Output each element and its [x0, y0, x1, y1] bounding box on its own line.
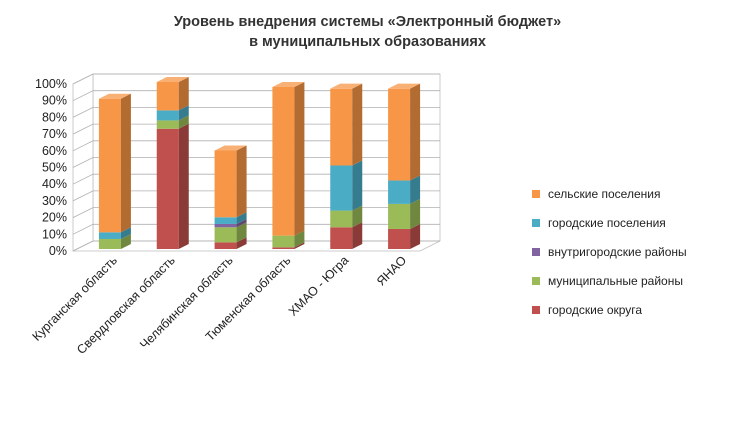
gridline — [72, 123, 440, 135]
bar-segment — [98, 232, 121, 239]
bar-top — [330, 83, 363, 89]
bar-segment — [272, 235, 295, 248]
bar-segment — [156, 82, 179, 111]
bar-segment-side — [352, 160, 363, 211]
chart-title-line-2: в муниципальных образованиях — [249, 34, 486, 50]
bar-segment-side — [236, 222, 247, 243]
bar-segment-side — [120, 93, 131, 233]
legend-label: городские поселения — [548, 216, 666, 230]
gridline — [72, 140, 440, 152]
legend-item: муниципальные районы — [532, 273, 683, 289]
legend-label: сельские поселения — [548, 187, 661, 201]
bar-top — [156, 77, 189, 82]
gridline — [72, 173, 440, 185]
gridline — [72, 157, 440, 168]
y-tick-label: 90% — [42, 94, 67, 108]
bar-segment — [388, 88, 411, 181]
bar-segment — [330, 227, 353, 249]
legend-item: сельские поселения — [532, 186, 660, 202]
bar-segment-side — [178, 123, 189, 249]
y-tick-label: 0% — [49, 244, 67, 258]
legend-label: муниципальные районы — [548, 274, 683, 288]
bar-segment — [388, 228, 411, 249]
y-tick-label: 50% — [42, 161, 67, 175]
bar-segment-side — [410, 175, 421, 204]
gridline — [72, 90, 440, 102]
bar-segment — [388, 180, 411, 204]
gridline — [72, 107, 440, 118]
bar-segment-side — [178, 105, 189, 121]
x-tick-label: ХМАО - Югра — [286, 253, 352, 319]
bar-segment — [214, 217, 237, 224]
bar-segment-side — [352, 205, 363, 228]
bar-segment — [156, 110, 179, 121]
bar-segment — [214, 227, 237, 243]
bar-segment — [156, 128, 179, 249]
legend-swatch — [532, 306, 540, 314]
x-tick-label: Свердловская область — [74, 253, 178, 357]
y-tick-label: 70% — [42, 127, 67, 141]
x-tick-label: ЯНАО — [374, 253, 409, 288]
legend-swatch — [532, 190, 540, 198]
bar-segment — [272, 247, 295, 249]
y-tick-label: 30% — [42, 194, 67, 208]
y-tick-label: 80% — [42, 110, 67, 124]
y-tick-label: 10% — [42, 227, 67, 241]
legend-swatch — [532, 248, 540, 256]
bar-segment — [98, 238, 121, 249]
legend-item: внутригородские районы — [532, 244, 687, 260]
bar-segment — [214, 150, 237, 218]
bar-segment-side — [236, 145, 247, 218]
legend-label: городские округа — [548, 303, 643, 317]
bar-segment-side — [236, 218, 247, 228]
gridline — [72, 207, 440, 218]
gridline — [72, 73, 440, 85]
legend-swatch — [532, 277, 540, 285]
gridline — [72, 223, 440, 235]
bar-top — [98, 93, 131, 99]
bar-segment — [330, 88, 353, 166]
chart-title: Уровень внедрения системы «Электронный б… — [0, 12, 735, 52]
y-tick-label: 60% — [42, 144, 67, 158]
bar-segment-side — [352, 222, 363, 249]
bar-segment-side — [236, 237, 247, 249]
bar-segment — [214, 223, 237, 228]
bar-segment-side — [410, 83, 421, 181]
bar-segment-side — [294, 242, 305, 249]
legend-item: городские поселения — [532, 215, 666, 231]
bar-segment-side — [410, 198, 421, 229]
bar-segment — [98, 98, 121, 233]
legend-item: городские округа — [532, 302, 642, 318]
bar-segment — [156, 120, 179, 129]
gridline — [72, 240, 440, 252]
bar-segment — [388, 203, 411, 229]
bar-top — [272, 82, 305, 88]
chart-title-line-1: Уровень внедрения системы «Электронный б… — [173, 14, 562, 30]
bar-segment — [330, 165, 353, 211]
bar-segment-side — [352, 83, 363, 166]
gridline — [72, 190, 440, 202]
bar-segment-side — [294, 230, 305, 248]
y-tick-label: 40% — [42, 177, 67, 191]
y-tick-label: 100% — [35, 77, 67, 91]
bar-segment-side — [120, 233, 131, 249]
bar-segment-side — [178, 115, 189, 129]
bar-segment-side — [178, 77, 189, 111]
bar-segment-side — [120, 227, 131, 239]
bar-segment-side — [294, 82, 305, 236]
bar-top — [214, 145, 247, 151]
bar-segment-side — [236, 212, 247, 224]
bar-segment-side — [410, 223, 421, 249]
legend-swatch — [532, 219, 540, 227]
legend-label: внутригородские районы — [548, 245, 687, 259]
bar-top — [388, 83, 421, 89]
bar-segment — [330, 210, 353, 228]
bar-segment — [272, 87, 295, 236]
bar-segment — [214, 242, 237, 249]
y-tick-label: 20% — [42, 211, 67, 225]
